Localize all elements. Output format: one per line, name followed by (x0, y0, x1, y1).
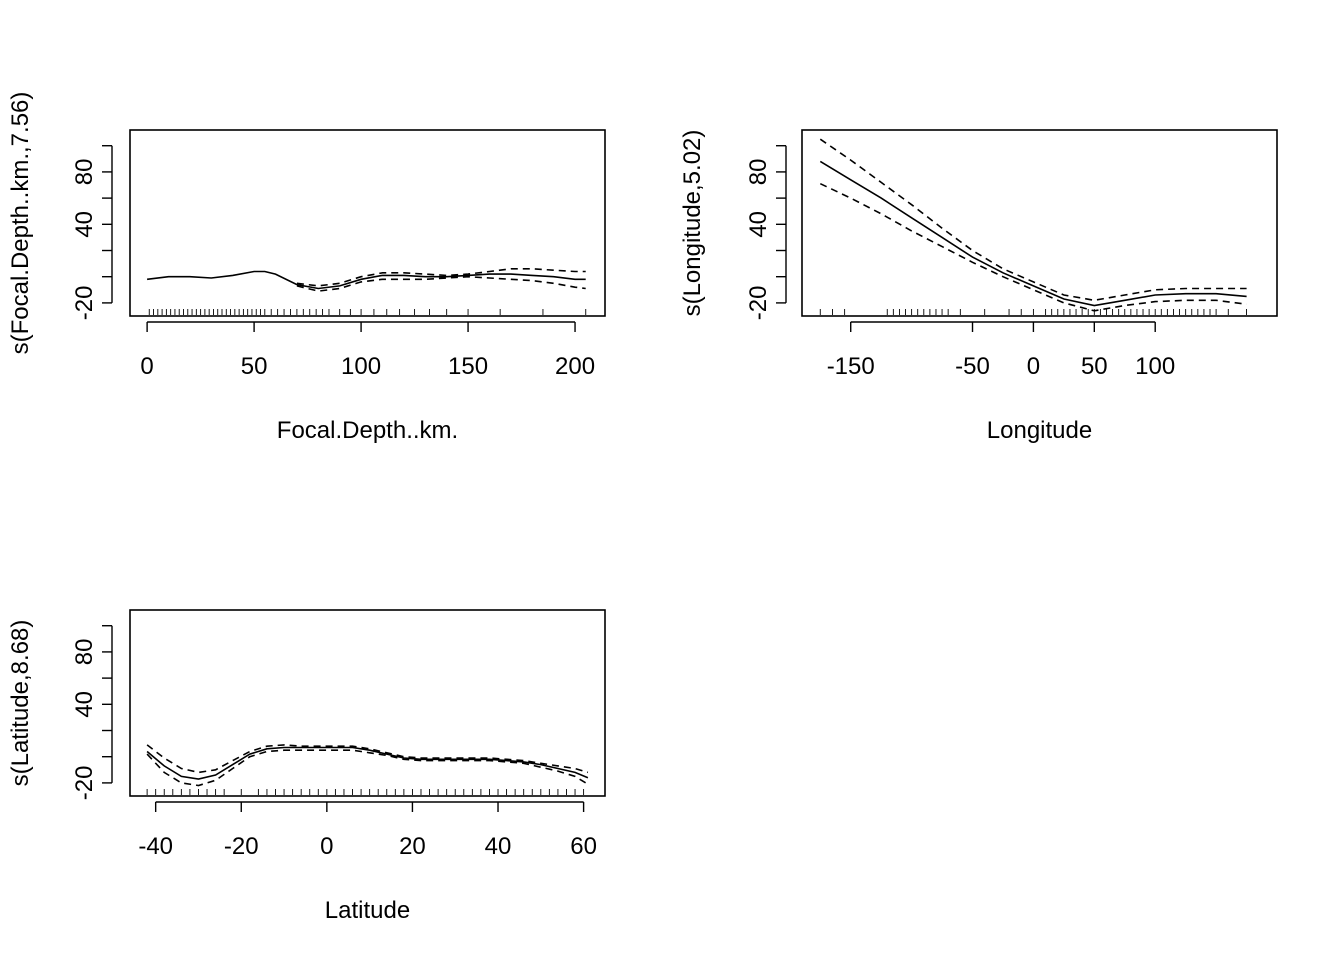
y-tick-label: 80 (71, 639, 98, 666)
plot-frame (801, 129, 1278, 317)
series-lower-line (296, 275, 586, 292)
y-axis-title: s(Longitude,5.02) (679, 130, 706, 317)
x-axis-title: Latitude (325, 897, 410, 924)
x-axis-title: Longitude (987, 417, 1092, 444)
x-tick-label: 0 (1027, 353, 1040, 380)
x-tick-label: 100 (1135, 353, 1175, 380)
x-tick-label: -150 (827, 353, 875, 380)
series-fit-line (146, 746, 589, 780)
series-fit-line (819, 160, 1247, 307)
x-tick-label: 0 (320, 833, 333, 860)
y-axis-title: s(Latitude,8.68) (7, 620, 34, 787)
plot-frame (129, 129, 606, 317)
series-fit-line (147, 270, 586, 290)
y-tick-label: -20 (71, 766, 98, 801)
y-tick-label: 40 (71, 211, 98, 238)
series-lower-line (819, 182, 1247, 312)
x-tick-label: 50 (241, 353, 268, 380)
y-tick-label: 80 (71, 159, 98, 186)
x-tick-label: -50 (955, 353, 990, 380)
series-upper-line (146, 744, 589, 774)
x-tick-label: -40 (138, 833, 173, 860)
x-tick-label: 200 (555, 353, 595, 380)
y-tick-label: -20 (745, 286, 772, 321)
x-tick-label: 40 (485, 833, 512, 860)
x-tick-label: 0 (140, 353, 153, 380)
x-tick-label: -20 (224, 833, 259, 860)
x-tick-label: 150 (448, 353, 488, 380)
plot-frame (129, 609, 606, 797)
y-tick-label: -20 (71, 286, 98, 321)
x-tick-label: 20 (399, 833, 426, 860)
panel-longitude: -150 -50 0 50 100 -20 40 80 Longitude s(Longitude… (679, 129, 1278, 444)
series-lower-line (146, 749, 589, 787)
y-tick-label: 80 (745, 159, 772, 186)
panel-latitude: -40 -20 0 20 40 60 -20 40 80 Latitude s(Latitude,8… (7, 609, 606, 924)
panel-focal-depth: 0 50 100 150 200 -20 40 80 Focal.Depth..km. s(Foc… (7, 92, 606, 444)
x-tick-label: 60 (570, 833, 597, 860)
x-axis-title: Focal.Depth..km. (277, 417, 458, 444)
x-tick-label: 100 (341, 353, 381, 380)
y-axis-title: s(Focal.Depth..km.,7.56) (7, 92, 34, 355)
y-tick-label: 40 (745, 211, 772, 238)
series-upper-line (819, 138, 1247, 302)
y-tick-label: 40 (71, 691, 98, 718)
x-tick-label: 50 (1081, 353, 1108, 380)
series-upper-line (296, 267, 586, 287)
